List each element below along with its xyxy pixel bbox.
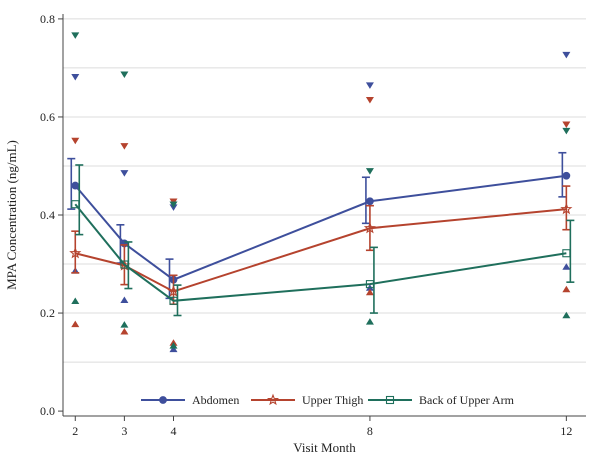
max-marker xyxy=(169,201,178,208)
series-line xyxy=(74,203,567,302)
legend: Abdomen Upper Thigh Back of Upper Arm xyxy=(141,393,515,407)
max-marker xyxy=(120,170,129,177)
legend-item: Back of Upper Arm xyxy=(368,393,515,407)
legend-marker xyxy=(266,393,280,406)
y-tick-label: 0.8 xyxy=(40,12,55,26)
mean-marker xyxy=(363,221,376,234)
tick-labels: 0.0 0.2 0.4 0.6 0.8 2 3 4 8 12 xyxy=(40,12,572,438)
min-marker xyxy=(562,285,571,293)
mean-marker xyxy=(562,171,571,180)
series-upper-thigh xyxy=(69,185,573,306)
max-marker xyxy=(365,82,374,89)
max-marker xyxy=(120,71,129,79)
extreme-markers xyxy=(71,32,571,353)
mean-marker xyxy=(71,200,80,209)
max-marker xyxy=(71,137,80,145)
mean-marker xyxy=(69,246,82,259)
series-back-of-upper-arm xyxy=(71,164,575,317)
x-axis-title: Visit Month xyxy=(293,440,356,455)
mean-marker xyxy=(169,296,178,305)
max-marker xyxy=(71,73,80,81)
y-tick-label: 0.2 xyxy=(40,306,55,320)
max-marker xyxy=(365,97,374,104)
legend-label: Upper Thigh xyxy=(302,393,363,407)
mean-marker xyxy=(560,202,573,215)
series xyxy=(67,151,575,317)
legend-item: Abdomen xyxy=(141,393,239,407)
min-marker xyxy=(169,342,178,349)
x-tick-label: 2 xyxy=(72,424,78,438)
mean-marker xyxy=(120,260,129,269)
legend-marker xyxy=(159,396,167,404)
min-marker xyxy=(120,327,129,335)
max-marker xyxy=(562,127,571,135)
mean-marker xyxy=(71,181,80,190)
min-marker xyxy=(562,263,571,270)
mean-marker xyxy=(366,197,374,206)
y-tick-label: 0.4 xyxy=(40,208,55,222)
max-marker xyxy=(562,51,571,59)
mean-marker xyxy=(562,249,571,258)
gridlines xyxy=(63,18,586,363)
y-axis-title: MPA Concentration (ng/mL) xyxy=(4,140,19,290)
max-marker xyxy=(365,168,374,175)
min-marker xyxy=(365,288,374,296)
min-marker xyxy=(71,320,80,328)
min-marker xyxy=(562,311,571,319)
max-marker xyxy=(120,143,129,150)
mean-marker xyxy=(365,280,374,289)
x-tick-label: 3 xyxy=(121,424,127,438)
max-marker xyxy=(562,121,571,129)
min-marker xyxy=(71,297,80,305)
legend-marker xyxy=(385,395,395,405)
x-tick-label: 12 xyxy=(560,424,572,438)
min-marker xyxy=(120,321,129,328)
y-tick-label: 0.0 xyxy=(40,404,55,418)
axes xyxy=(58,14,586,421)
min-marker xyxy=(169,345,178,353)
legend-item: Upper Thigh xyxy=(251,393,363,407)
legend-label: Abdomen xyxy=(192,393,239,407)
legend-label: Back of Upper Arm xyxy=(419,393,515,407)
series-abdomen xyxy=(67,151,571,300)
y-tick-label: 0.6 xyxy=(40,110,55,124)
min-marker xyxy=(365,318,374,325)
x-tick-label: 4 xyxy=(170,424,176,438)
min-marker xyxy=(120,296,129,304)
max-marker xyxy=(71,32,80,39)
x-tick-label: 8 xyxy=(367,424,373,438)
